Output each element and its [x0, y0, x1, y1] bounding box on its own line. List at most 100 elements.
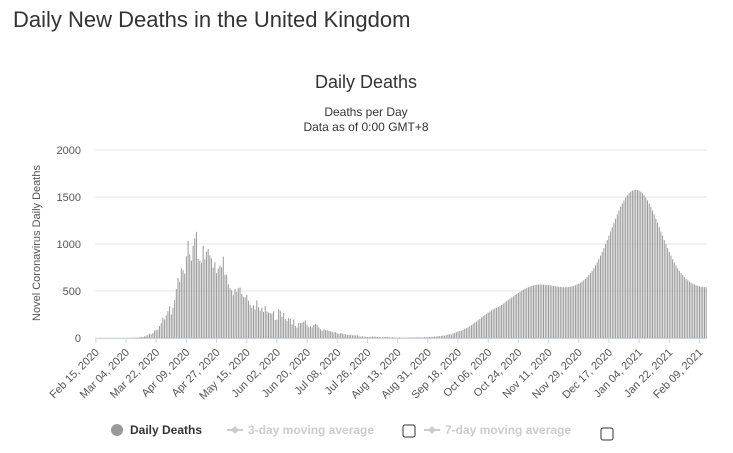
daily-deaths-bar[interactable] [298, 323, 300, 338]
daily-deaths-bar[interactable] [150, 334, 152, 338]
daily-deaths-bar[interactable] [526, 287, 528, 338]
daily-deaths-bar[interactable] [281, 316, 283, 338]
daily-deaths-bar[interactable] [256, 300, 258, 338]
legend-daily-deaths-icon[interactable] [111, 424, 123, 436]
daily-deaths-bar[interactable] [311, 327, 313, 338]
daily-deaths-bar[interactable] [211, 258, 213, 338]
daily-deaths-bar[interactable] [375, 336, 377, 338]
daily-deaths-bar[interactable] [157, 329, 159, 338]
daily-deaths-bar[interactable] [383, 337, 385, 338]
daily-deaths-bar[interactable] [410, 337, 412, 338]
daily-deaths-bar[interactable] [239, 287, 241, 338]
daily-deaths-bar[interactable] [257, 306, 259, 338]
daily-deaths-bar[interactable] [549, 285, 551, 338]
daily-deaths-bar[interactable] [568, 286, 570, 338]
legend-7day-average[interactable]: 7-day moving average [445, 423, 571, 437]
daily-deaths-bar[interactable] [665, 244, 667, 338]
daily-deaths-bar[interactable] [219, 265, 221, 338]
daily-deaths-bar[interactable] [343, 334, 345, 338]
daily-deaths-bar[interactable] [459, 331, 461, 338]
daily-deaths-bar[interactable] [199, 261, 201, 338]
daily-deaths-bar[interactable] [467, 327, 469, 338]
daily-deaths-bar[interactable] [450, 334, 452, 338]
daily-deaths-bar[interactable] [501, 304, 503, 338]
daily-deaths-bar[interactable] [475, 321, 477, 338]
daily-deaths-bar[interactable] [429, 337, 430, 338]
daily-deaths-bar[interactable] [605, 244, 607, 338]
daily-deaths-bar[interactable] [487, 312, 489, 338]
daily-deaths-bar[interactable] [185, 256, 187, 338]
legend-3day-average[interactable]: 3-day moving average [248, 423, 374, 437]
daily-deaths-bar[interactable] [360, 336, 362, 339]
daily-deaths-bar[interactable] [348, 335, 350, 338]
daily-deaths-bar[interactable] [370, 336, 372, 338]
daily-deaths-bar[interactable] [304, 320, 306, 338]
daily-deaths-bar[interactable] [652, 210, 654, 338]
daily-deaths-bar[interactable] [182, 270, 184, 338]
daily-deaths-bar[interactable] [251, 307, 253, 338]
daily-deaths-bar[interactable] [365, 336, 367, 338]
daily-deaths-bar[interactable] [482, 315, 484, 338]
daily-deaths-bar[interactable] [147, 335, 149, 338]
daily-deaths-bar[interactable] [140, 336, 142, 338]
daily-deaths-bar[interactable] [268, 312, 270, 338]
daily-deaths-bar[interactable] [385, 336, 387, 338]
daily-deaths-bar[interactable] [264, 305, 266, 338]
daily-deaths-bar[interactable] [571, 286, 573, 338]
daily-deaths-bar[interactable] [345, 334, 347, 338]
daily-deaths-bar[interactable] [350, 334, 352, 338]
daily-deaths-bar[interactable] [606, 239, 608, 338]
daily-deaths-bar[interactable] [462, 330, 464, 338]
daily-deaths-bar[interactable] [204, 259, 206, 338]
daily-deaths-bar[interactable] [207, 248, 209, 338]
daily-deaths-bar[interactable] [630, 191, 632, 338]
daily-deaths-bar[interactable] [581, 281, 583, 338]
daily-deaths-bar[interactable] [543, 284, 545, 338]
daily-deaths-bar[interactable] [507, 299, 509, 338]
daily-deaths-bar[interactable] [598, 259, 600, 338]
daily-deaths-bar[interactable] [703, 287, 705, 338]
daily-deaths-bar[interactable] [242, 296, 244, 338]
daily-deaths-bar[interactable] [683, 277, 685, 338]
daily-deaths-bar[interactable] [658, 227, 660, 338]
daily-deaths-bar[interactable] [378, 336, 380, 338]
daily-deaths-bar[interactable] [641, 193, 643, 338]
daily-deaths-bar[interactable] [288, 318, 290, 338]
daily-deaths-bar[interactable] [548, 285, 550, 338]
daily-deaths-bar[interactable] [341, 333, 343, 338]
daily-deaths-bar[interactable] [578, 283, 580, 338]
daily-deaths-bar[interactable] [356, 335, 358, 338]
daily-deaths-bar[interactable] [583, 280, 585, 338]
daily-deaths-bar[interactable] [212, 267, 214, 338]
daily-deaths-bar[interactable] [484, 315, 486, 338]
daily-deaths-bar[interactable] [234, 288, 236, 338]
daily-deaths-bar[interactable] [276, 319, 278, 338]
daily-deaths-bar[interactable] [479, 319, 481, 338]
daily-deaths-bar[interactable] [293, 319, 295, 338]
daily-deaths-bar[interactable] [472, 323, 474, 338]
daily-deaths-bar[interactable] [486, 313, 488, 338]
daily-deaths-bar[interactable] [600, 255, 602, 338]
daily-deaths-bar[interactable] [175, 289, 177, 338]
daily-deaths-bar[interactable] [536, 284, 538, 338]
daily-deaths-bar[interactable] [657, 222, 659, 338]
daily-deaths-bar[interactable] [464, 328, 466, 338]
daily-deaths-bar[interactable] [573, 285, 575, 338]
daily-deaths-bar[interactable] [502, 303, 504, 338]
daily-deaths-bar[interactable] [648, 203, 650, 338]
daily-deaths-bar[interactable] [519, 291, 521, 338]
daily-deaths-bar[interactable] [673, 262, 675, 338]
daily-deaths-bar[interactable] [650, 206, 652, 338]
daily-deaths-bar[interactable] [633, 189, 635, 338]
daily-deaths-bar[interactable] [222, 256, 224, 338]
daily-deaths-bar[interactable] [621, 203, 623, 338]
daily-deaths-bar[interactable] [224, 274, 226, 338]
daily-deaths-bar[interactable] [677, 268, 679, 338]
daily-deaths-bar[interactable] [544, 284, 546, 338]
daily-deaths-bar[interactable] [566, 287, 568, 338]
daily-deaths-bar[interactable] [596, 262, 598, 338]
daily-deaths-bar[interactable] [187, 240, 189, 338]
daily-deaths-bar[interactable] [672, 259, 674, 338]
daily-deaths-bar[interactable] [506, 301, 508, 338]
daily-deaths-bar[interactable] [331, 331, 333, 338]
